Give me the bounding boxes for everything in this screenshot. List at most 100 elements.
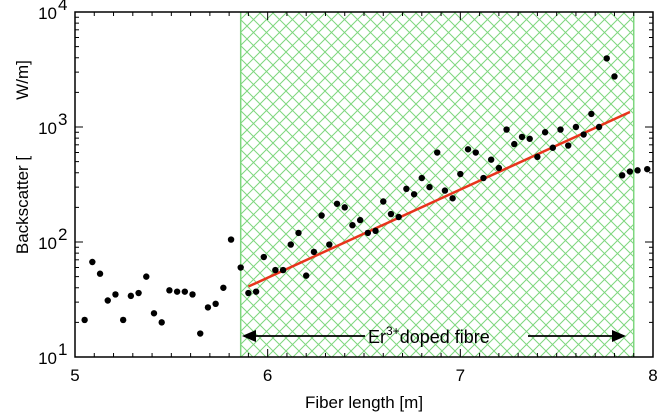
annotation-arrowhead-left bbox=[242, 330, 256, 342]
x-tick-labels: 5 6 7 8 bbox=[70, 366, 657, 385]
y-axis-title-right: W/m] bbox=[13, 60, 32, 100]
data-point bbox=[212, 300, 219, 308]
data-point bbox=[189, 291, 196, 298]
data-point bbox=[245, 289, 252, 297]
data-point bbox=[227, 236, 235, 243]
data-point bbox=[557, 126, 564, 133]
data-point bbox=[503, 126, 510, 133]
data-point bbox=[143, 273, 150, 280]
y-axis-title-left: Backscatter [ bbox=[13, 156, 32, 255]
data-point bbox=[644, 165, 651, 173]
doped-region bbox=[239, 12, 635, 357]
data-point bbox=[173, 288, 181, 295]
data-point bbox=[410, 191, 418, 198]
data-point bbox=[135, 289, 142, 297]
data-point bbox=[495, 164, 503, 172]
data-point bbox=[449, 195, 456, 202]
data-point bbox=[426, 183, 433, 191]
data-point bbox=[237, 264, 244, 271]
data-point bbox=[260, 253, 268, 261]
data-point bbox=[457, 170, 464, 178]
data-point bbox=[611, 73, 618, 80]
data-point bbox=[588, 110, 595, 118]
annotation-sup: 3+ bbox=[386, 324, 400, 338]
data-point bbox=[364, 229, 372, 237]
fit-line bbox=[247, 110, 631, 288]
data-point bbox=[197, 330, 204, 337]
data-point bbox=[81, 316, 88, 324]
data-point bbox=[372, 227, 379, 235]
y-tick-exponent: 1 bbox=[58, 340, 67, 359]
data-point bbox=[333, 200, 341, 207]
data-point bbox=[204, 304, 212, 311]
data-point bbox=[626, 168, 634, 175]
data-point bbox=[634, 167, 641, 174]
data-point bbox=[349, 221, 356, 229]
data-point bbox=[580, 131, 587, 138]
data-point bbox=[418, 174, 425, 182]
data-point bbox=[310, 248, 318, 256]
data-point bbox=[104, 297, 111, 304]
data-point bbox=[318, 212, 325, 219]
data-point bbox=[549, 144, 557, 151]
data-point bbox=[395, 213, 402, 221]
data-point bbox=[487, 156, 495, 163]
data-point bbox=[511, 140, 518, 148]
data-point bbox=[158, 319, 165, 326]
data-point bbox=[303, 272, 310, 279]
x-axis-title: Fiber length [m] bbox=[305, 393, 423, 412]
data-point bbox=[287, 241, 294, 248]
data-point bbox=[272, 266, 279, 274]
data-point bbox=[252, 288, 260, 295]
annotation-er: Er bbox=[368, 327, 386, 347]
data-point bbox=[127, 292, 135, 300]
x-tick-label: 5 bbox=[70, 366, 79, 385]
data-point bbox=[434, 149, 441, 156]
y-tick-exponent: 3 bbox=[58, 110, 67, 129]
x-tick-label: 7 bbox=[456, 366, 465, 385]
data-point bbox=[572, 123, 580, 131]
data-point bbox=[464, 146, 472, 153]
data-point bbox=[166, 287, 173, 294]
data-point bbox=[526, 135, 533, 142]
data-point bbox=[472, 149, 479, 156]
data-point bbox=[89, 258, 96, 266]
data-point bbox=[603, 55, 610, 62]
data-point bbox=[518, 133, 526, 141]
y-tick-exponent: 2 bbox=[58, 225, 67, 244]
data-point bbox=[181, 288, 189, 295]
region-hatch-b bbox=[240, 12, 634, 357]
data-point bbox=[534, 153, 541, 161]
data-point bbox=[119, 316, 127, 324]
data-point bbox=[618, 172, 626, 179]
data-point bbox=[295, 229, 302, 237]
data-point bbox=[380, 198, 387, 205]
data-point bbox=[541, 129, 549, 136]
data-point bbox=[341, 204, 348, 211]
data-point bbox=[403, 185, 410, 193]
data-point bbox=[279, 266, 287, 274]
data-point bbox=[565, 142, 572, 149]
data-point bbox=[326, 241, 333, 248]
annotation-text: Er3+doped fibre bbox=[368, 324, 490, 347]
y-tick-label: 10 bbox=[38, 119, 57, 138]
data-point bbox=[387, 210, 395, 218]
x-tick-label: 8 bbox=[648, 366, 657, 385]
data-point bbox=[356, 216, 364, 224]
axis-ticks bbox=[74, 11, 654, 358]
data-point bbox=[595, 123, 603, 131]
data-point bbox=[441, 187, 449, 194]
x-tick-label: 6 bbox=[263, 366, 272, 385]
data-point bbox=[150, 310, 158, 317]
annotation-arrowhead-right bbox=[612, 330, 626, 342]
region-annotation: Er3+doped fibre bbox=[242, 324, 626, 347]
data-point bbox=[220, 284, 227, 291]
y-tick-label: 10 bbox=[38, 349, 57, 368]
fit-line-layer bbox=[247, 110, 631, 288]
data-point bbox=[96, 270, 104, 277]
y-tick-exponent: 4 bbox=[58, 0, 67, 14]
data-point bbox=[112, 291, 119, 298]
annotation-rest: doped fibre bbox=[400, 327, 490, 347]
